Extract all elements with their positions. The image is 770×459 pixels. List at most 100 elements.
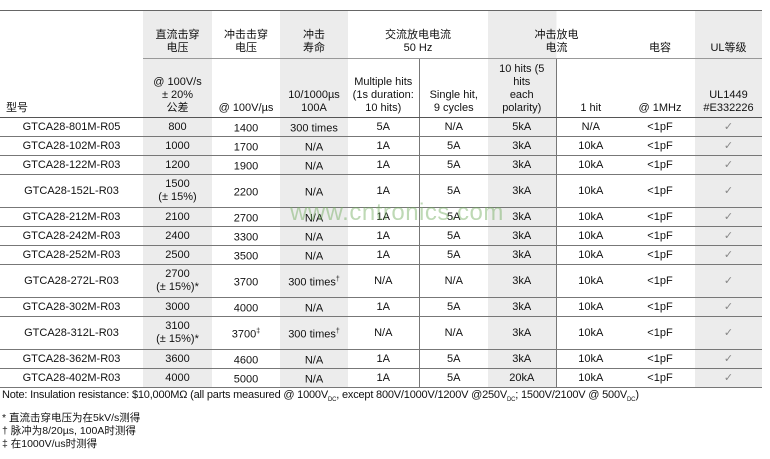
ul-check-icon: ✓ (695, 207, 762, 227)
dc-breakdown-cell: 4000 (143, 368, 212, 388)
impulse-breakdown-cell: 1700 (212, 136, 280, 156)
ac-single-hit-cell: 5A (418, 174, 488, 208)
impulse-10-hits-cell: 3kA (488, 136, 556, 156)
table-row: GTCA28-402M-R03 4000 5000 N/A 1A 5A 20kA… (0, 368, 762, 388)
dc-breakdown-cell: 800 (143, 117, 212, 137)
impulse-1-hit-cell: 10kA (555, 368, 625, 388)
impulse-10-hits-cell: 3kA (488, 349, 556, 369)
ac-discharge-header: 交流放电电流 50 Hz (348, 10, 488, 59)
impulse-life-cell: N/A (280, 368, 348, 388)
table-row: GTCA28-242M-R03 2400 3300 N/A 1A 5A 3kA … (0, 226, 762, 246)
dc-breakdown-cell: 2400 (143, 226, 212, 246)
impulse-breakdown-cell: 4000 (212, 297, 280, 317)
footnote-dagger: † 脉冲为8/20µs, 100A时测得 (2, 425, 136, 437)
dc-breakdown-header: 直流击穿 电压 (143, 10, 212, 59)
ac-multi-hits-cell: N/A (348, 264, 419, 298)
impulse-life-header: 冲击 寿命 (280, 10, 348, 59)
impulse-breakdown-cell: 5000 (212, 368, 280, 388)
impulse-1-hit-cell: 10kA (555, 349, 625, 369)
ac-multi-hits-cell: 1A (348, 207, 419, 227)
ul-check-icon: ✓ (695, 368, 762, 388)
ac-multi-hits-cell: 1A (348, 174, 419, 208)
dc-breakdown-cell: 1000 (143, 136, 212, 156)
dc-breakdown-cell: 3600 (143, 349, 212, 369)
capacitance-cell: <1pF (625, 174, 695, 208)
ac-single-hit-cell: N/A (418, 264, 488, 298)
ul-check-icon: ✓ (695, 136, 762, 156)
ul-check-icon: ✓ (695, 245, 762, 265)
impulse-1-hit-cell: 10kA (555, 264, 625, 298)
ac-single-hit-cell: 5A (418, 297, 488, 317)
ac-single-hit-cell: 5A (418, 155, 488, 175)
ac-single-hit-cell: 5A (418, 226, 488, 246)
impulse-breakdown-cell: 1900 (212, 155, 280, 175)
ul-check-icon: ✓ (695, 316, 762, 350)
impulse-breakdown-cell: 3300 (212, 226, 280, 246)
ac-multi-hits-header: Multiple hits (1s duration: 10 hits) (348, 58, 419, 118)
ul-check-icon: ✓ (695, 226, 762, 246)
dc-breakdown-cell: 1200 (143, 155, 212, 175)
impulse-10-hits-cell: 3kA (488, 316, 556, 350)
ul-check-icon: ✓ (695, 297, 762, 317)
dc-breakdown-condition: @ 100V/s ± 20% 公差 (143, 58, 212, 118)
model-cell: GTCA28-272L-R03 (0, 264, 143, 298)
ac-single-hit-cell: 5A (418, 136, 488, 156)
impulse-breakdown-cell: 3500 (212, 245, 280, 265)
capacitance-cell: <1pF (625, 264, 695, 298)
model-cell: GTCA28-102M-R03 (0, 136, 143, 156)
model-cell: GTCA28-402M-R03 (0, 368, 143, 388)
capacitance-cell: <1pF (625, 117, 695, 137)
model-cell: GTCA28-252M-R03 (0, 245, 143, 265)
table-row: GTCA28-362M-R03 3600 4600 N/A 1A 5A 3kA … (0, 349, 762, 369)
impulse-life-cell: N/A (280, 349, 348, 369)
table-row: GTCA28-252M-R03 2500 3500 N/A 1A 5A 3kA … (0, 245, 762, 265)
impulse-1-hit-cell: 10kA (555, 155, 625, 175)
model-header: 型号 (0, 58, 143, 118)
ac-single-hit-cell: 5A (418, 245, 488, 265)
impulse-1-hit-cell: 10kA (555, 174, 625, 208)
impulse-1-hit-cell: 10kA (555, 136, 625, 156)
impulse-life-cell: N/A (280, 136, 348, 156)
impulse-1-hit-cell: 10kA (555, 245, 625, 265)
table-row: GTCA28-272L-R03 2700 (± 15%)* 3700 300 ti… (0, 264, 762, 298)
table-row: GTCA28-212M-R03 2100 2700 N/A 1A 5A 3kA … (0, 207, 762, 227)
table-row: GTCA28-801M-R05 800 1400 300 times 5A N/… (0, 117, 762, 137)
ac-multi-hits-cell: N/A (348, 316, 419, 350)
capacitance-cell: <1pF (625, 207, 695, 227)
capacitance-cell: <1pF (625, 316, 695, 350)
ul-header: UL等级 (695, 10, 762, 59)
model-cell: GTCA28-801M-R05 (0, 117, 143, 137)
ac-single-hit-header: Single hit, 9 cycles (418, 58, 488, 118)
header-row-conditions: 型号 @ 100V/s ± 20% 公差 @ 100V/µs 10/1000µs 10… (0, 58, 762, 118)
impulse-life-cell: N/A (280, 245, 348, 265)
impulse-10-hits-cell: 3kA (488, 207, 556, 227)
ac-multi-hits-cell: 5A (348, 117, 419, 137)
table-row: GTCA28-152L-R03 1500 (± 15%) 2200 N/A 1A … (0, 174, 762, 208)
ac-multi-hits-cell: 1A (348, 245, 419, 265)
table-row: GTCA28-302M-R03 3000 4000 N/A 1A 5A 3kA … (0, 297, 762, 317)
impulse-life-cell: 300 times† (280, 316, 348, 350)
dc-breakdown-cell: 3000 (143, 297, 212, 317)
ac-single-hit-cell: N/A (418, 117, 488, 137)
ul-check-icon: ✓ (695, 264, 762, 298)
impulse-breakdown-cell: 3700‡ (212, 316, 280, 350)
capacitance-cell: <1pF (625, 155, 695, 175)
impulse-breakdown-cell: 2200 (212, 174, 280, 208)
capacitance-cell: <1pF (625, 349, 695, 369)
impulse-breakdown-header: 冲击击穿 电压 (212, 10, 280, 59)
impulse-10-hits-cell: 3kA (488, 226, 556, 246)
model-cell: GTCA28-122M-R03 (0, 155, 143, 175)
ul-check-icon: ✓ (695, 174, 762, 208)
impulse-breakdown-cell: 3700 (212, 264, 280, 298)
model-cell: GTCA28-212M-R03 (0, 207, 143, 227)
capacitance-cell: <1pF (625, 245, 695, 265)
impulse-1-hit-header: 1 hit (555, 58, 625, 118)
ul-condition: UL1449 #E332226 (695, 58, 762, 118)
ac-multi-hits-cell: 1A (348, 155, 419, 175)
dc-breakdown-cell: 2700 (± 15%)* (143, 264, 212, 298)
impulse-life-cell: N/A (280, 155, 348, 175)
impulse-1-hit-cell: N/A (555, 117, 625, 137)
dc-breakdown-cell: 1500 (± 15%) (143, 174, 212, 208)
impulse-life-condition: 10/1000µs 100A (280, 58, 348, 118)
impulse-10-hits-header: 10 hits (5 hits each polarity) (488, 58, 556, 118)
